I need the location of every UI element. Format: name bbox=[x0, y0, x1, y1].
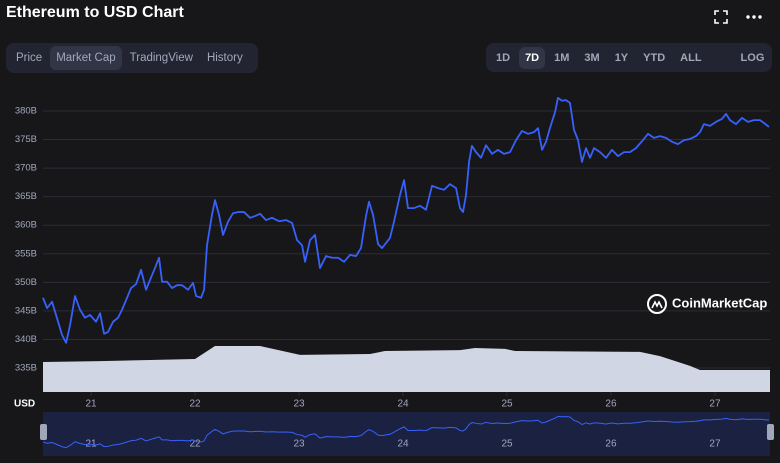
navigator-tick-label: 22 bbox=[189, 439, 201, 450]
watermark: CoinMarketCap bbox=[647, 294, 767, 314]
x-tick-label: 23 bbox=[293, 399, 305, 410]
watermark-text: CoinMarketCap bbox=[672, 295, 767, 310]
navigator-tick-label: 27 bbox=[709, 439, 721, 450]
y-tick-label: 340B bbox=[15, 334, 37, 345]
y-tick-label: 360B bbox=[15, 220, 37, 231]
price-line bbox=[42, 96, 770, 344]
tab[interactable]: Price bbox=[16, 52, 43, 64]
fullscreen-icon[interactable] bbox=[713, 9, 729, 25]
price-line bbox=[42, 415, 770, 449]
x-tick-label: 21 bbox=[85, 399, 97, 410]
range-button[interactable]: 1Y bbox=[614, 51, 629, 64]
x-tick-label: 27 bbox=[709, 399, 721, 410]
tab[interactable]: Market Cap bbox=[50, 46, 122, 70]
watermark-logo bbox=[651, 300, 663, 309]
range-bar: 1D 7D 1M 3M 1Y YTD ALL LOG bbox=[486, 43, 772, 72]
chart-title: Ethereum to USD Chart bbox=[6, 4, 184, 21]
volume-area bbox=[43, 345, 770, 392]
range-button[interactable]: 3M bbox=[584, 51, 600, 64]
navigator[interactable] bbox=[43, 412, 770, 456]
y-tick-label: 370B bbox=[15, 163, 37, 174]
range-button[interactable]: 1M bbox=[554, 51, 570, 64]
x-tick-label: 25 bbox=[501, 399, 513, 410]
tab-bar: Price Market Cap TradingView History bbox=[6, 43, 258, 73]
navigator-handle[interactable] bbox=[40, 424, 47, 440]
navigator-tick-label: 25 bbox=[501, 439, 513, 450]
tab[interactable]: History bbox=[206, 52, 243, 64]
x-tick-label: 24 bbox=[397, 399, 409, 410]
log-button[interactable]: LOG bbox=[740, 51, 765, 64]
y-axis-label: USD bbox=[14, 399, 35, 410]
y-tick-label: 375B bbox=[15, 134, 37, 145]
navigator-handle[interactable] bbox=[767, 424, 774, 440]
navigator-tick-label: 23 bbox=[293, 439, 305, 450]
y-tick-label: 380B bbox=[15, 106, 37, 117]
navigator-tick-label: 26 bbox=[605, 439, 617, 450]
x-tick-label: 26 bbox=[605, 399, 617, 410]
navigator-tick-label: 24 bbox=[397, 439, 409, 450]
y-tick-label: 350B bbox=[15, 277, 37, 288]
range-button[interactable]: 7D bbox=[519, 46, 546, 69]
more-icon[interactable] bbox=[745, 10, 763, 24]
range-button[interactable]: ALL bbox=[680, 51, 702, 64]
watermark-logo bbox=[647, 294, 667, 314]
y-tick-label: 365B bbox=[15, 191, 37, 202]
y-tick-label: 345B bbox=[15, 305, 37, 316]
x-tick-label: 22 bbox=[189, 399, 201, 410]
range-button[interactable]: YTD bbox=[643, 51, 666, 64]
range-button[interactable]: 1D bbox=[496, 51, 511, 64]
tab[interactable]: TradingView bbox=[129, 52, 193, 64]
y-tick-label: 335B bbox=[15, 363, 37, 374]
y-tick-label: 355B bbox=[15, 248, 37, 259]
